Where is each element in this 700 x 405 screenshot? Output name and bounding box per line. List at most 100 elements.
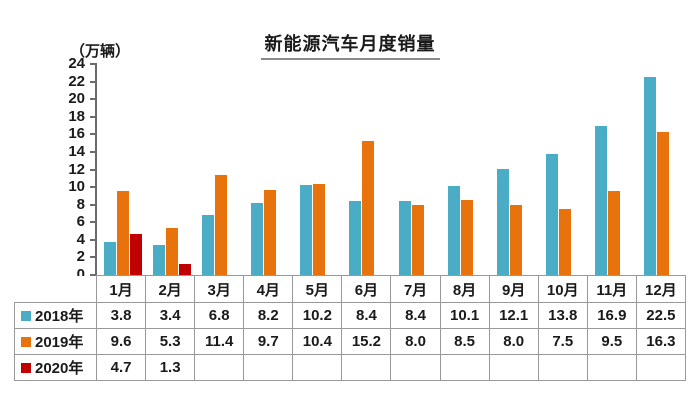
y-axis-line [95, 63, 97, 276]
legend-cell-2020年: 2020年 [14, 354, 97, 381]
table-header-month: 11月 [586, 275, 637, 303]
table-header-month: 4月 [243, 275, 294, 303]
table-cell-value [586, 354, 637, 381]
y-axis-tick [90, 256, 96, 259]
y-axis-tick [90, 186, 96, 189]
y-axis-tick-label: 18 [68, 107, 85, 125]
table-cell-value: 8.4 [390, 302, 441, 329]
y-axis-tick-label: 12 [68, 160, 85, 178]
table-corner-cell [14, 275, 97, 303]
bar-2019年-4月 [264, 189, 277, 275]
bar-2019年-10月 [558, 209, 571, 275]
y-axis-tick [90, 274, 96, 276]
y-axis-tick-label: 0 [76, 266, 85, 283]
y-axis-tick [90, 98, 96, 101]
table-cell-value [243, 354, 294, 381]
table-cell-value: 8.4 [341, 302, 392, 329]
bar-2018年-7月 [398, 201, 411, 275]
y-axis-tick-label: 24 [68, 55, 85, 72]
table-header-month: 8月 [439, 275, 490, 303]
y-axis-tick-label: 6 [76, 213, 85, 231]
bar-2018年-2月 [153, 245, 166, 275]
table-header-month: 2月 [145, 275, 196, 303]
bar-2018年-9月 [496, 168, 509, 275]
table-cell-value [537, 354, 588, 381]
bar-2020年-1月 [130, 233, 142, 275]
table-cell-value: 9.5 [586, 328, 637, 355]
table-header-month: 10月 [537, 275, 588, 303]
y-axis-tick-label: 20 [68, 90, 85, 108]
table-cell-value [488, 354, 539, 381]
table-cell-value [390, 354, 441, 381]
table-cell-value: 10.2 [292, 302, 343, 329]
table-cell-value: 15.2 [341, 328, 392, 355]
y-axis-tick [90, 168, 96, 171]
table-cell-value: 3.8 [95, 302, 147, 329]
table-header-month: 5月 [292, 275, 343, 303]
bar-2019年-1月 [117, 190, 129, 275]
table-cell-value: 13.8 [537, 302, 588, 329]
y-axis-tick-label: 10 [68, 178, 85, 196]
y-axis-tick-label: 4 [76, 230, 85, 248]
y-axis-tick [90, 203, 96, 206]
bar-2019年-8月 [460, 200, 473, 275]
plot-area [96, 64, 685, 275]
table-row-2018年: 2018年 3.8 3.4 6.8 8.2 10.2 8.4 8.4 10.1 12.1 13.8 1… [14, 302, 686, 329]
legend-label: 2020年 [35, 360, 84, 377]
table-cell-value: 8.0 [488, 328, 539, 355]
table-cell-value: 7.5 [537, 328, 588, 355]
table-header-row: 1月 2月 3月 4月 5月 6月 7月 8月 9月 10月 11月 12月 [14, 275, 686, 303]
table-cell-value: 3.4 [145, 302, 196, 329]
table-cell-value: 1.3 [145, 354, 196, 381]
bar-2019年-5月 [313, 183, 326, 275]
bar-2019年-6月 [362, 141, 375, 275]
table-cell-value [292, 354, 343, 381]
y-axis-tick-label: 16 [68, 125, 85, 143]
table-header-month: 9月 [488, 275, 539, 303]
bar-2018年-4月 [251, 202, 264, 275]
table-cell-value: 16.3 [635, 328, 686, 355]
legend-label: 2019年 [35, 334, 84, 351]
legend-cell-2018年: 2018年 [14, 302, 97, 329]
table-header-month: 7月 [390, 275, 441, 303]
table-cell-value: 9.7 [243, 328, 294, 355]
table-cell-value [439, 354, 490, 381]
bar-2019年-7月 [411, 204, 424, 275]
legend-swatch-2019年 [21, 337, 31, 347]
y-axis-tick [90, 221, 96, 224]
bar-2018年-6月 [349, 201, 362, 275]
y-axis-tick [90, 63, 96, 65]
bar-2018年-10月 [545, 153, 558, 275]
y-axis-tick-label: 2 [76, 248, 85, 266]
y-axis-tick [90, 133, 96, 136]
bar-2019年-3月 [215, 174, 228, 275]
bar-2019年-12月 [656, 131, 669, 275]
table-header-month: 6月 [341, 275, 392, 303]
data-table: 1月 2月 3月 4月 5月 6月 7月 8月 9月 10月 11月 12月 2018年 3.8 3.4 6.… [14, 275, 686, 381]
table-cell-value [341, 354, 392, 381]
chart-title: 新能源汽车月度销量 [260, 30, 440, 60]
bar-2018年-8月 [447, 186, 460, 275]
table-cell-value [635, 354, 686, 381]
y-axis-unit-label: （万辆） [70, 43, 131, 60]
table-cell-value: 4.7 [95, 354, 147, 381]
table-header-month: 3月 [194, 275, 245, 303]
bar-2018年-12月 [643, 77, 656, 275]
table-cell-value: 6.8 [194, 302, 245, 329]
table-row-2020年: 2020年 4.7 1.3 [14, 354, 686, 381]
bar-2019年-2月 [166, 228, 179, 275]
bar-2018年-11月 [594, 126, 607, 275]
table-cell-value: 22.5 [635, 302, 686, 329]
y-axis-tick [90, 150, 96, 153]
bar-2019年-9月 [509, 204, 522, 275]
table-cell-value: 10.1 [439, 302, 490, 329]
bar-2018年-1月 [104, 241, 116, 275]
table-cell-value: 10.4 [292, 328, 343, 355]
table-cell-value: 8.0 [390, 328, 441, 355]
table-header-month: 12月 [635, 275, 686, 303]
table-cell-value: 8.5 [439, 328, 490, 355]
table-header-month: 1月 [95, 275, 147, 303]
table-cell-value: 8.2 [243, 302, 294, 329]
table-cell-value [194, 354, 245, 381]
table-cell-value: 5.3 [145, 328, 196, 355]
